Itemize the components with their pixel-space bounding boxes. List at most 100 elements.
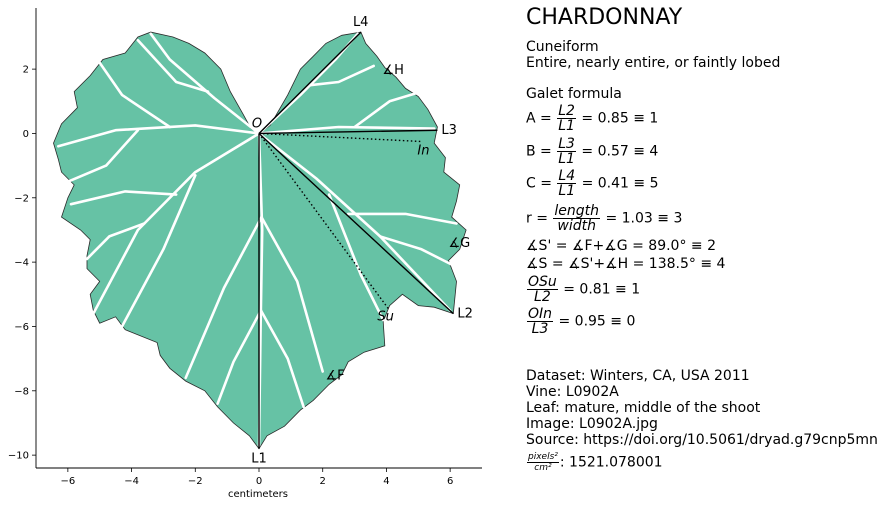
ratio-oin: OIn L3 = 0.95 ≡ 0 (526, 307, 635, 336)
formula-b-fraction: L3 L1 (557, 137, 576, 166)
leaf-vein (98, 61, 172, 129)
landmark-label: ∡H (382, 63, 403, 78)
vein-l4-line (258, 31, 362, 134)
leaf-vein (346, 212, 458, 225)
sinus-su-line (258, 133, 391, 311)
landmark-label: L4 (353, 15, 369, 30)
scale-rhs: : 1521.078001 (559, 454, 663, 471)
landmark-label: In (417, 143, 429, 158)
formula-a-lhs: A = (526, 110, 552, 127)
formula-a-num: L2 (557, 103, 576, 119)
y-tick-label: −6 (14, 322, 29, 333)
vein-l3-line (258, 129, 438, 135)
leaf-vein (257, 125, 436, 135)
ratio-oin-num: OIn (527, 306, 554, 322)
formula-r-lhs: r = (526, 210, 548, 227)
leaf-vein (69, 190, 178, 206)
y-tick-label: 2 (23, 65, 29, 76)
axes: −6 −4 −2 0 2 4 6 2 0 −2 −4 −6 −8 −10 (8, 8, 482, 487)
landmark-label: L1 (251, 452, 267, 467)
lobing-text: Entire, nearly entire, or faintly lobed (526, 55, 781, 71)
shape-text: Cuneiform (526, 39, 599, 55)
leaf-vein (378, 235, 461, 270)
formula-a-fraction: L2 L1 (557, 104, 576, 133)
leaf-vein (216, 309, 263, 405)
formula-a-rhs: = 0.85 ≡ 1 (581, 110, 659, 127)
x-tick-label: −4 (124, 476, 139, 487)
ratio-osu-rhs: = 0.81 ≡ 1 (563, 281, 641, 298)
leaf-vein (66, 128, 140, 183)
ratio-oin-fraction: OIn L3 (527, 306, 554, 336)
formula-b-lhs: B = (526, 143, 552, 160)
x-tick-label: −2 (188, 476, 203, 487)
scale-line: pixels² cm²: 1521.078001 (526, 452, 663, 473)
ratio-osu-den: L2 (534, 289, 551, 305)
leaf-vein (260, 215, 324, 373)
leaf-vein (308, 64, 375, 87)
leaf-vein (259, 309, 305, 409)
formula-b-den: L1 (558, 151, 575, 167)
leaf-layer (53, 31, 467, 450)
x-axis-label: centimeters (228, 489, 288, 500)
y-tick-label: −8 (14, 386, 29, 397)
leaf-vein (327, 193, 385, 322)
leaf-vein (120, 174, 197, 328)
sinus-in-line (258, 132, 422, 143)
cultivar-title: CHARDONNAY (526, 5, 683, 30)
leaf-vein (92, 132, 261, 315)
ratio-osu-fraction: OSu L2 (527, 275, 558, 304)
landmark-label: ∡G (449, 236, 471, 251)
leaf-vein (136, 38, 210, 93)
source-text: Source: https://doi.org/10.5061/dryad.g7… (526, 432, 878, 448)
vein-l2-line (258, 132, 454, 315)
formula-r: r = length width = 1.03 ≡ 3 (526, 204, 682, 233)
y-tick-label: 0 (23, 129, 29, 140)
y-tick-label: −4 (14, 258, 29, 269)
formula-b-rhs: = 0.57 ≡ 4 (581, 143, 659, 160)
x-tick-label: 4 (383, 476, 389, 487)
scale-fraction: pixels² cm² (527, 452, 559, 473)
formula-r-rhs: = 1.03 ≡ 3 (605, 210, 683, 227)
formula-r-den: width (557, 218, 596, 234)
formula-a-den: L1 (558, 118, 575, 134)
leaf-text: Leaf: mature, middle of the shoot (526, 400, 761, 416)
leaf-vein (353, 90, 423, 129)
scale-den: cm² (534, 463, 552, 473)
x-tick-label: 0 (256, 476, 262, 487)
formula-a: A = L2 L1 = 0.85 ≡ 1 (526, 104, 658, 133)
angle-s: ∡S = ∡S'+∡H = 138.5° ≡ 4 (526, 256, 726, 272)
image-text: Image: L0902A.jpg (526, 416, 658, 432)
leaf-vein (149, 32, 261, 135)
x-tick-label: 2 (320, 476, 326, 487)
ratio-osu-num: OSu (527, 274, 558, 290)
landmark-label: O (252, 116, 262, 131)
formula-b: B = L3 L1 = 0.57 ≡ 4 (526, 137, 658, 166)
landmark-label: Su (377, 309, 394, 324)
landmark-layer: O L1 L2 L3 L4 ∡H In Su ∡G ∡F (251, 15, 473, 467)
y-tick-label: −10 (8, 451, 29, 462)
formula-r-fraction: length width (553, 203, 601, 234)
landmark-label: L3 (441, 123, 457, 138)
landmark-label: ∡F (325, 369, 344, 384)
formula-c-lhs: C = (526, 175, 552, 192)
formula-c-num: L4 (557, 168, 577, 184)
y-tick-label: −2 (14, 193, 29, 204)
vine-text: Vine: L0902A (526, 384, 619, 400)
formula-c-den: L1 (558, 183, 576, 199)
ratio-oin-rhs: = 0.95 ≡ 0 (558, 313, 636, 330)
x-tick-label: −6 (60, 476, 75, 487)
formula-c-fraction: L4 L1 (557, 168, 577, 199)
galet-heading: Galet formula (526, 86, 622, 102)
leaf-blade (53, 31, 467, 450)
scale-num: pixels² (527, 452, 559, 463)
leaf-vein (184, 215, 263, 380)
formula-r-num: length (553, 203, 601, 219)
leaf-chart: −6 −4 −2 0 2 4 6 2 0 −2 −4 −6 −8 −10 O L1 L2 L3 L4 ∡H In Su ∡… (8, 8, 482, 500)
landmark-label: L2 (457, 307, 473, 322)
formula-c: C = L4 L1 = 0.41 ≡ 5 (526, 169, 658, 198)
leaf-vein (257, 132, 452, 312)
ratio-osu: OSu L2 = 0.81 ≡ 1 (526, 275, 640, 304)
dataset-text: Dataset: Winters, CA, USA 2011 (526, 368, 750, 384)
leaf-vein (57, 124, 261, 148)
x-tick-label: 6 (447, 476, 453, 487)
